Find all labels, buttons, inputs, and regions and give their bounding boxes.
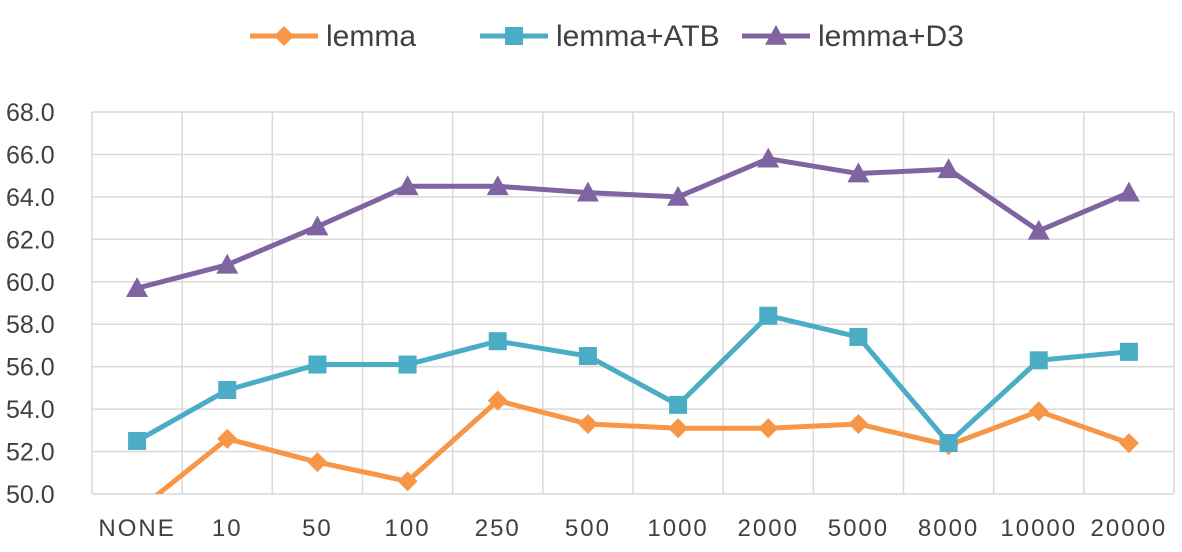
data-point	[1118, 182, 1140, 202]
data-point	[669, 396, 687, 414]
y-tick-label: 60.0	[6, 269, 55, 297]
data-point	[1029, 401, 1049, 421]
data-point	[399, 356, 417, 374]
line-chart: 50.0 52.0 54.0 56.0 58.0 60.0 62.0 64.0 66.0 68.0…	[0, 0, 1182, 552]
x-tick-label: 10000	[1000, 515, 1077, 542]
data-point	[308, 356, 326, 374]
gridlines	[92, 112, 1174, 494]
data-point	[307, 452, 327, 472]
data-point	[578, 414, 598, 434]
x-tick-label: 100	[385, 515, 431, 542]
x-tick-label: 8000	[918, 515, 979, 542]
legend: lemma lemma+ATB lemma+D3	[250, 20, 964, 53]
data-point	[1030, 351, 1048, 369]
x-tick-label: 2000	[738, 515, 799, 542]
y-tick-label: 62.0	[6, 226, 55, 254]
data-point	[489, 332, 507, 350]
data-point	[848, 414, 868, 434]
x-tick-label: 50	[302, 515, 333, 542]
y-tick-label: 68.0	[6, 99, 55, 127]
x-tick-label: 500	[565, 515, 611, 542]
data-point	[218, 381, 236, 399]
legend-item-lemma-d3: lemma+D3	[742, 20, 964, 53]
legend-label: lemma+ATB	[556, 20, 720, 53]
legend-marker-icon	[274, 26, 294, 46]
legend-label: lemma+D3	[818, 20, 964, 53]
y-tick-label: 66.0	[6, 141, 55, 169]
y-tick-label: 54.0	[6, 396, 55, 424]
y-tick-label: 52.0	[6, 439, 55, 467]
data-point	[668, 418, 688, 438]
y-tick-label: 56.0	[6, 354, 55, 382]
y-tick-label: 50.0	[6, 481, 55, 509]
data-point	[849, 328, 867, 346]
x-tick-label: 5000	[828, 515, 889, 542]
data-point	[1120, 343, 1138, 361]
x-tick-label: 1000	[647, 515, 708, 542]
legend-item-lemma: lemma	[250, 20, 416, 53]
x-tick-label: 250	[475, 515, 521, 542]
data-point	[579, 347, 597, 365]
legend-item-lemma-atb: lemma+ATB	[480, 20, 720, 53]
data-point	[940, 434, 958, 452]
legend-label: lemma	[326, 20, 416, 53]
x-tick-label: 10	[212, 515, 243, 542]
data-point	[1119, 433, 1139, 453]
data-point	[758, 418, 778, 438]
x-tick-label: NONE	[98, 515, 175, 542]
data-point	[759, 307, 777, 325]
data-point	[128, 432, 146, 450]
y-tick-label: 58.0	[6, 311, 55, 339]
x-tick-label: 20000	[1091, 515, 1168, 542]
legend-marker-icon	[505, 27, 523, 45]
y-tick-label: 64.0	[6, 184, 55, 212]
